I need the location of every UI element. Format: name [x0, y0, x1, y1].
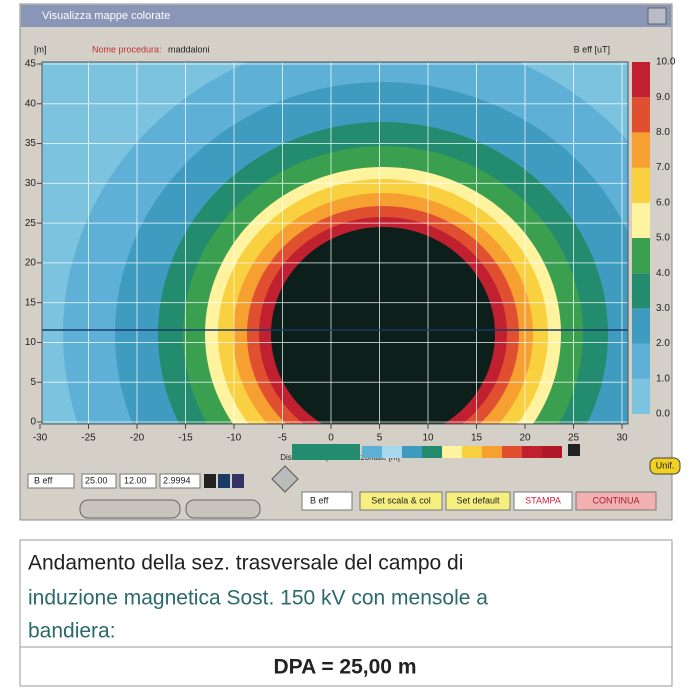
unit-y: [m]: [34, 44, 47, 54]
set-scale-label: Set scala & col: [371, 495, 431, 505]
colorbar-segment: [632, 378, 650, 414]
input-value: 2.9994: [163, 475, 191, 485]
color-strip: [422, 446, 442, 458]
colorbar-segment: [632, 62, 650, 98]
zone: [271, 227, 495, 424]
plot-frame: [41, 61, 629, 425]
colorbar-label: 8.0: [656, 127, 670, 138]
title-bar: [21, 5, 671, 27]
x-tick-label: -30: [33, 433, 48, 444]
color-strip: [292, 444, 360, 460]
x-tick-label: 25: [568, 433, 580, 444]
color-strip: [502, 446, 522, 458]
swatch[interactable]: [232, 474, 244, 488]
colorbar-label: 6.0: [656, 197, 670, 208]
color-strip: [542, 446, 562, 458]
colorbar-label: 10.0: [656, 57, 676, 68]
swatch[interactable]: [204, 474, 216, 488]
color-strip: [362, 446, 382, 458]
navigation-control[interactable]: [271, 465, 299, 493]
colorbar-segment: [632, 202, 650, 238]
color-strip: [482, 446, 502, 458]
x-tick-label: 30: [616, 433, 628, 444]
y-tick-label: 25: [25, 218, 37, 229]
y-tick-label: 15: [25, 297, 37, 308]
colorbar-segment: [632, 97, 650, 133]
field-map: [42, 62, 628, 424]
unit-field: B eff [uT]: [574, 44, 610, 54]
y-tick-label: 45: [25, 59, 37, 70]
caption-text: Andamento della sez. trasversale del cam…: [28, 552, 463, 575]
unif-button[interactable]: [649, 457, 681, 475]
name-value: maddaloni: [168, 44, 210, 54]
color-strip: [442, 446, 462, 458]
colorbar-segment: [632, 273, 650, 309]
colorbar-segment: [632, 238, 650, 274]
colorbar-segment: [632, 343, 650, 379]
y-tick-label: 35: [25, 138, 37, 149]
swatch[interactable]: [568, 444, 580, 456]
colorbar-label: 5.0: [656, 233, 670, 244]
colorbar-label: 9.0: [656, 92, 670, 103]
x-tick-label: -10: [227, 433, 242, 444]
color-strip: [402, 446, 422, 458]
caption-text: induzione magnetica Sost. 150 kV con men…: [28, 587, 488, 610]
color-strip: [522, 446, 542, 458]
color-strip: [382, 446, 402, 458]
y-tick-label: 0: [30, 417, 36, 428]
input[interactable]: [159, 473, 201, 489]
colorbar-label: 2.0: [656, 338, 670, 349]
colorbar-label: 1.0: [656, 373, 670, 384]
colorbar-segment: [632, 132, 650, 168]
button[interactable]: [79, 499, 181, 519]
caption-text: bandiera:: [28, 620, 116, 643]
y-tick-label: 10: [25, 337, 37, 348]
swatch[interactable]: [218, 474, 230, 488]
x-tick-label: 10: [422, 433, 434, 444]
x-tick-label: -25: [81, 433, 96, 444]
print-button[interactable]: [513, 491, 573, 511]
unif-label: Unif.: [656, 460, 675, 470]
y-tick-label: 20: [25, 258, 37, 269]
x-tick-label: 0: [328, 433, 334, 444]
colorbar-label: 7.0: [656, 162, 670, 173]
colorbar-segment: [632, 308, 650, 344]
y-tick-label: 40: [25, 98, 37, 109]
y-tick-label: 30: [25, 178, 37, 189]
set-default-label: Set default: [456, 495, 500, 505]
button[interactable]: [185, 499, 261, 519]
x-tick-label: 15: [471, 433, 483, 444]
field-select[interactable]: [301, 491, 353, 511]
input-value: 12.00: [124, 475, 147, 485]
x-tick-label: -20: [130, 433, 145, 444]
set-default-button[interactable]: [445, 491, 511, 511]
color-strip: [462, 446, 482, 458]
colorbar-segment: [632, 167, 650, 203]
x-tick-label: -5: [278, 433, 287, 444]
dpa: DPA = 25,00 m: [274, 656, 417, 679]
x-tick-label: -15: [178, 433, 193, 444]
name-label: Nome procedura:: [92, 44, 162, 54]
close-button[interactable]: [647, 7, 667, 25]
colorbar-label: 4.0: [656, 268, 670, 279]
continue-button[interactable]: [575, 491, 657, 511]
colorbar-label: 0.0: [656, 409, 670, 420]
set-scale-button[interactable]: [359, 491, 443, 511]
continue-label: CONTINUA: [593, 495, 640, 505]
caption-box: [19, 539, 673, 687]
field-label: B eff: [34, 475, 53, 485]
input-value: 25.00: [85, 475, 108, 485]
x-tick-label: 20: [519, 433, 531, 444]
input[interactable]: [81, 473, 117, 489]
input[interactable]: [119, 473, 157, 489]
colorbar-label: 3.0: [656, 303, 670, 314]
y-tick-label: 5: [30, 377, 36, 388]
print-label: STAMPA: [525, 495, 561, 505]
field-label-box: [27, 473, 75, 489]
x-tick-label: 5: [377, 433, 383, 444]
window-title: Visualizza mappe colorate: [42, 10, 170, 22]
field-select-label: B eff: [310, 495, 329, 505]
